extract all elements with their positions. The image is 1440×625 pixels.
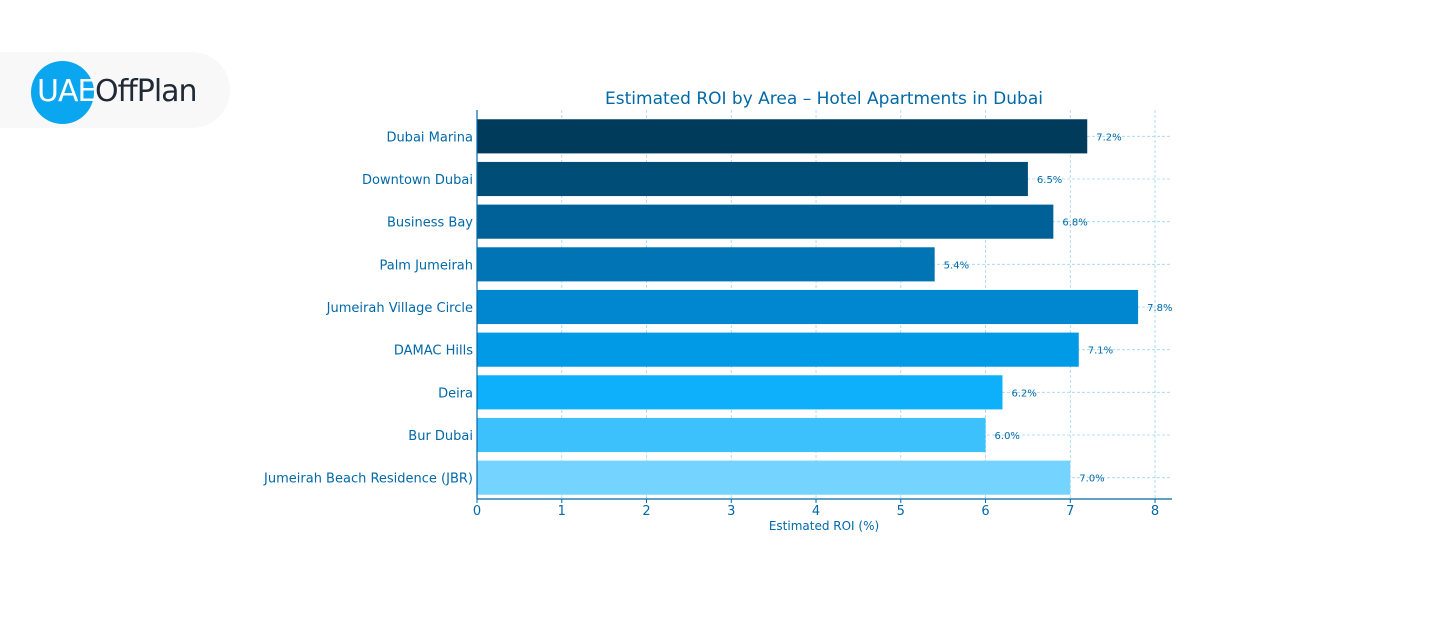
data-label-4: 7.8% xyxy=(1147,303,1172,314)
x-axis-label: Estimated ROI (%) xyxy=(769,519,879,533)
bar-8 xyxy=(477,460,1071,495)
data-label-6: 6.2% xyxy=(1011,388,1036,399)
y-tick-label-5: DAMAC Hills xyxy=(394,344,473,359)
y-tick-label-1: Downtown Dubai xyxy=(362,173,473,188)
y-tick-label-6: Deira xyxy=(438,386,473,401)
logo-text-uae: UAE xyxy=(37,74,96,109)
x-tick-label-2: 2 xyxy=(642,504,650,519)
bar-0 xyxy=(477,119,1088,154)
data-label-5: 7.1% xyxy=(1088,346,1113,357)
bar-3 xyxy=(477,247,935,282)
y-tick-label-4: Jumeirah Village Circle xyxy=(326,301,473,316)
x-tick-label-5: 5 xyxy=(897,504,905,519)
y-tick-label-0: Dubai Marina xyxy=(386,130,473,145)
data-label-3: 5.4% xyxy=(944,260,969,271)
y-tick-label-7: Bur Dubai xyxy=(408,429,473,444)
x-tick-label-8: 8 xyxy=(1151,504,1159,519)
data-label-7: 6.0% xyxy=(995,431,1020,442)
bar-2 xyxy=(477,204,1054,239)
bar-6 xyxy=(477,375,1003,410)
x-tick-label-6: 6 xyxy=(981,504,989,519)
y-tick-label-2: Business Bay xyxy=(387,216,473,231)
y-tick-label-8: Jumeirah Beach Residence (JBR) xyxy=(263,472,473,487)
bar-7 xyxy=(477,417,986,453)
bar-5 xyxy=(477,332,1079,367)
x-tick-label-1: 1 xyxy=(558,504,566,519)
data-label-0: 7.2% xyxy=(1096,132,1121,143)
chart-title: Estimated ROI by Area – Hotel Apartments… xyxy=(605,89,1043,109)
bar-1 xyxy=(477,161,1028,197)
bar-4 xyxy=(477,289,1139,325)
y-tick-label-3: Palm Jumeirah xyxy=(379,258,473,273)
x-tick-label-0: 0 xyxy=(473,504,481,519)
x-tick-label-3: 3 xyxy=(727,504,735,519)
data-label-1: 6.5% xyxy=(1037,175,1062,186)
logo[interactable]: UAE OffPlan xyxy=(0,52,230,128)
bars: 7.2% 6.5% 6.8% 5.4% 7.8% 7.1% 6.2% 6.0% 7.0% xyxy=(477,119,1173,495)
x-tick-label-4: 4 xyxy=(812,504,820,519)
logo-text-offplan: OffPlan xyxy=(95,74,198,109)
data-label-2: 6.8% xyxy=(1062,218,1087,229)
logo-circle xyxy=(31,61,94,124)
data-label-8: 7.0% xyxy=(1079,474,1104,485)
x-tick-label-7: 7 xyxy=(1066,504,1074,519)
axes: Dubai Marina Downtown Dubai Business Bay Pa… xyxy=(263,110,1172,519)
